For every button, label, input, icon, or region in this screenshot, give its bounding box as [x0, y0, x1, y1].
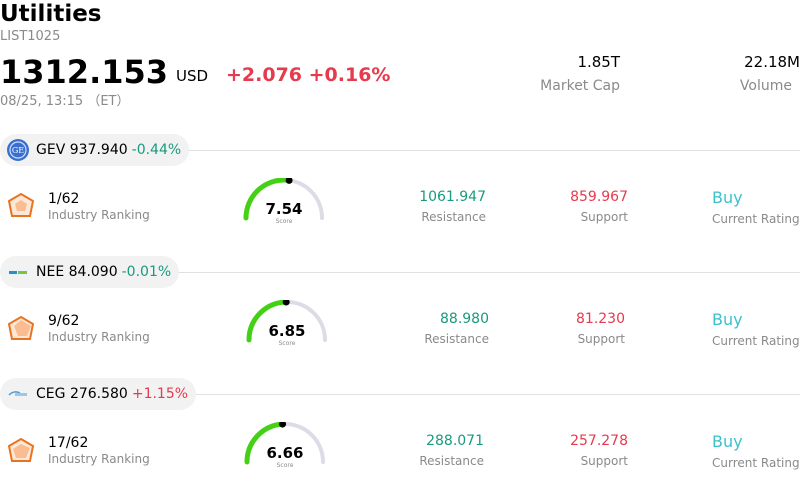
rating-label: Current Rating	[712, 456, 800, 470]
gauge-marker	[279, 422, 287, 428]
stock-change: -0.01%	[121, 264, 172, 280]
resistance-label: Resistance	[419, 454, 484, 468]
ranking-radar-icon	[7, 192, 35, 217]
resistance-value: 88.980	[440, 311, 489, 327]
stock-price: 937.940	[69, 142, 128, 158]
svg-text:GE: GE	[12, 146, 24, 155]
rating-value: Buy	[712, 432, 743, 451]
score-gauge	[244, 422, 325, 465]
support-value: 859.967	[570, 189, 628, 205]
ranking-label: Industry Ranking	[48, 208, 150, 222]
support-label: Support	[580, 210, 628, 224]
stock-price: 84.090	[68, 264, 118, 280]
index-code: LIST1025	[0, 29, 61, 44]
ranking-value: 17/62	[48, 435, 89, 451]
resistance-label: Resistance	[424, 332, 489, 346]
ranking-radar-icon	[7, 437, 35, 462]
score-label: Score	[276, 462, 294, 469]
volume-value: 22.18M	[744, 53, 800, 71]
resistance-value: 1061.947	[419, 189, 486, 205]
ticker: GEV	[36, 142, 66, 158]
timestamp: 08/25, 13:15 （ET）	[0, 94, 130, 109]
rating-value: Buy	[712, 188, 743, 207]
ranking-value: 1/62	[48, 191, 80, 207]
score-gauge	[243, 178, 324, 221]
ticker: NEE	[36, 264, 65, 280]
market-cap-value: 1.85T	[577, 53, 620, 71]
score-gauge	[246, 300, 327, 343]
divider	[0, 150, 800, 151]
rating-value: Buy	[712, 310, 743, 329]
score-value: 6.85	[268, 322, 306, 340]
index-change: +2.076 +0.16%	[226, 64, 391, 86]
ranking-radar-icon	[7, 315, 35, 340]
support-label: Support	[580, 454, 628, 468]
score-value: 7.54	[265, 200, 303, 218]
gauge-fill	[243, 178, 292, 221]
score-value: 6.66	[266, 444, 304, 462]
stock-change: -0.44%	[131, 142, 182, 158]
ticker: CEG	[36, 386, 66, 402]
stock-pill-gev[interactable]: GE GEV 937.940 -0.44%	[0, 134, 190, 166]
stock-pill-nee[interactable]: NEE 84.090 -0.01%	[0, 256, 180, 288]
gauge-fill	[244, 422, 286, 465]
ranking-label: Industry Ranking	[48, 452, 150, 466]
currency-label: USD	[176, 67, 209, 85]
stock-price: 276.580	[69, 386, 128, 402]
score-label: Score	[278, 340, 296, 347]
rating-label: Current Rating	[712, 212, 800, 226]
resistance-value: 288.071	[426, 433, 484, 449]
divider	[0, 272, 800, 273]
stock-change: +1.15%	[131, 386, 189, 402]
stock-pill-ceg[interactable]: CEG 276.580 +1.15%	[0, 378, 197, 410]
rating-label: Current Rating	[712, 334, 800, 348]
support-value: 81.230	[576, 311, 625, 327]
score-label: Score	[275, 218, 293, 225]
ge-globe-icon: GE	[6, 138, 30, 162]
nextera-logo-icon	[6, 260, 30, 284]
volume-label: Volume	[739, 78, 792, 94]
divider	[0, 394, 800, 395]
support-value: 257.278	[570, 433, 628, 449]
market-cap-label: Market Cap	[540, 78, 620, 94]
ranking-value: 9/62	[48, 313, 80, 329]
gauge-fill	[246, 300, 289, 343]
support-label: Support	[577, 332, 625, 346]
index-price: 1312.153	[0, 53, 169, 91]
ranking-label: Industry Ranking	[48, 330, 150, 344]
page-title: Utilities	[0, 1, 102, 27]
gauge-marker	[285, 178, 293, 184]
constellation-logo-icon	[6, 382, 30, 406]
gauge-marker	[282, 300, 290, 306]
resistance-label: Resistance	[421, 210, 486, 224]
